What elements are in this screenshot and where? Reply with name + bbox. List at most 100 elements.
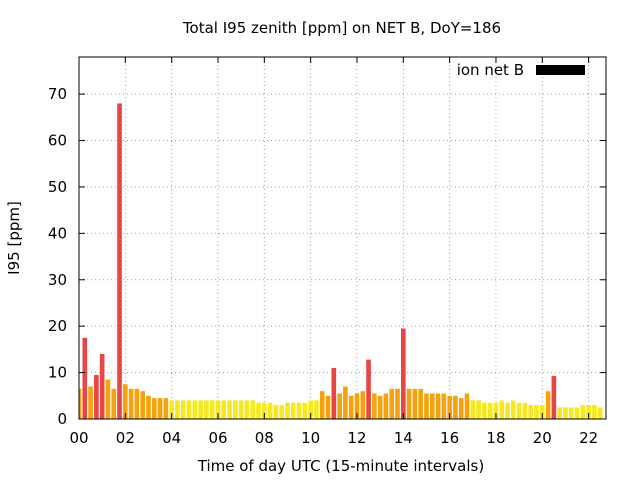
bar <box>186 400 192 419</box>
bar <box>505 402 510 419</box>
bar <box>319 391 325 419</box>
grid <box>79 57 606 419</box>
bar <box>163 398 169 419</box>
bar <box>377 395 383 419</box>
bar <box>580 405 586 419</box>
bar <box>568 407 574 419</box>
bar <box>574 407 580 419</box>
bar <box>157 398 163 419</box>
bar <box>169 400 174 419</box>
bar <box>79 388 82 419</box>
bar <box>238 400 244 419</box>
bar <box>337 393 342 419</box>
x-axis: 00 02 04 06 08 10 12 14 16 18 20 22 <box>69 57 598 447</box>
bar <box>435 393 441 419</box>
bar <box>262 402 267 419</box>
bar <box>267 402 273 419</box>
bar <box>441 393 447 419</box>
x-tick-label: 08 <box>255 429 274 447</box>
bar <box>250 400 256 419</box>
x-tick-label: 04 <box>162 429 181 447</box>
bar <box>528 405 534 419</box>
bar <box>389 388 395 419</box>
bar <box>545 391 551 419</box>
bar <box>296 402 302 419</box>
y-axis: 0 10 20 30 40 50 60 70 <box>48 85 606 428</box>
bar <box>123 384 128 419</box>
x-tick-label: 10 <box>301 429 320 447</box>
y-tick-label: 50 <box>48 178 67 196</box>
bar <box>273 405 279 419</box>
bar <box>314 400 319 419</box>
bar <box>487 402 493 419</box>
bar <box>290 402 296 419</box>
bar <box>279 405 285 419</box>
bar <box>134 388 140 419</box>
bar <box>180 400 186 419</box>
bar <box>94 374 99 419</box>
bar <box>470 400 476 419</box>
bar <box>511 400 516 419</box>
x-tick-label: 20 <box>533 429 552 447</box>
bar <box>354 393 360 419</box>
y-tick-label: 10 <box>48 364 67 382</box>
bar <box>482 402 487 419</box>
bar <box>198 400 203 419</box>
bar <box>140 391 146 419</box>
bar <box>204 400 209 419</box>
bar <box>256 402 261 419</box>
bar <box>418 388 423 419</box>
bar <box>331 367 337 419</box>
bar <box>447 395 452 419</box>
bar <box>227 400 232 419</box>
bar <box>424 393 429 419</box>
bar <box>105 379 111 419</box>
y-tick-label: 30 <box>48 271 67 289</box>
y-axis-label: I95 [ppm] <box>5 201 23 275</box>
bar <box>128 388 134 419</box>
bar <box>151 398 157 419</box>
bar <box>516 402 522 419</box>
bar <box>192 400 198 419</box>
bar <box>458 398 464 419</box>
bar <box>412 388 418 419</box>
bar <box>453 395 458 419</box>
y-tick-label: 70 <box>48 85 67 103</box>
bar <box>146 395 151 419</box>
x-tick-label: 02 <box>116 429 135 447</box>
x-tick-label: 14 <box>394 429 413 447</box>
y-tick-label: 40 <box>48 224 67 242</box>
bar <box>429 393 435 419</box>
bar <box>539 405 545 419</box>
bar <box>464 393 470 419</box>
x-tick-label: 00 <box>69 429 88 447</box>
y-tick-label: 60 <box>48 132 67 150</box>
bar <box>99 354 105 419</box>
y-tick-label: 0 <box>57 410 67 428</box>
bar <box>563 407 568 419</box>
bars <box>79 103 603 420</box>
bar <box>88 386 93 419</box>
x-tick-label: 16 <box>440 429 459 447</box>
bar <box>302 402 308 419</box>
bar <box>175 400 180 419</box>
bar <box>343 386 348 419</box>
bar <box>111 388 117 419</box>
x-tick-label: 06 <box>208 429 227 447</box>
bar <box>209 400 215 419</box>
bar <box>372 393 377 419</box>
bar <box>82 337 88 419</box>
bar <box>383 393 389 419</box>
x-tick-label: 12 <box>347 429 366 447</box>
bar <box>493 402 499 419</box>
bar <box>325 395 331 419</box>
chart-title: Total I95 zenith [ppm] on NET B, DoY=186 <box>182 19 501 37</box>
bar <box>366 359 371 419</box>
y-tick-label: 20 <box>48 317 67 335</box>
bar <box>522 402 528 419</box>
bar <box>308 400 313 419</box>
legend-label: ion net B <box>457 61 524 79</box>
bar <box>586 405 591 419</box>
bar <box>476 400 481 419</box>
bar <box>360 391 366 419</box>
